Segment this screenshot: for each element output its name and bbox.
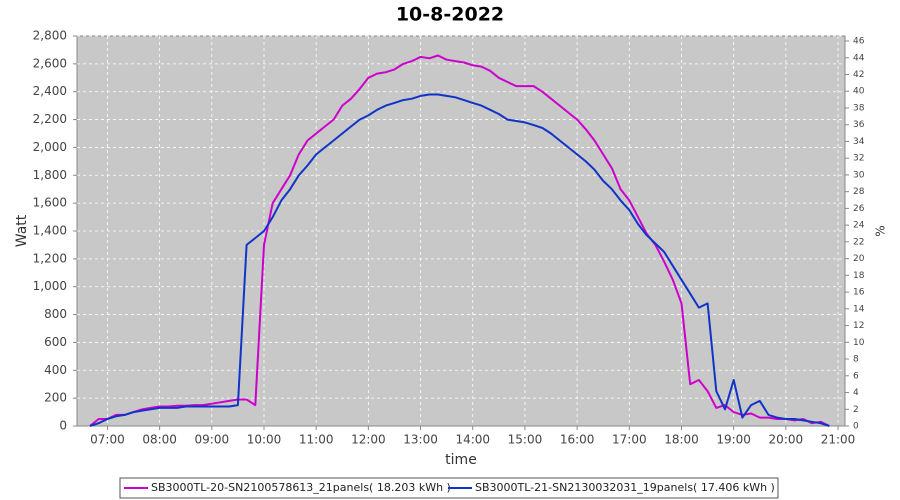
- y-tick-label: 2,200: [33, 112, 67, 126]
- y2-tick-label: 0: [853, 422, 859, 432]
- legend-label: SB3000TL-21-SN2130032031_19panels( 17.40…: [475, 481, 775, 494]
- y2-tick-label: 38: [853, 103, 865, 113]
- x-tick-label: 14:00: [455, 433, 490, 447]
- y-tick-label: 2,000: [33, 140, 67, 154]
- y2-tick-label: 10: [853, 338, 865, 348]
- x-axis-label: time: [445, 452, 477, 468]
- y2-tick-label: 44: [853, 53, 865, 63]
- y2-tick-label: 36: [853, 120, 865, 130]
- y2-tick-label: 22: [853, 237, 864, 247]
- y2-tick-label: 16: [853, 288, 865, 298]
- y2-tick-label: 34: [853, 137, 865, 147]
- y2-tick-label: 30: [853, 170, 865, 180]
- y-tick-label: 1,200: [33, 251, 67, 265]
- x-tick-label: 10:00: [247, 433, 282, 447]
- x-tick-label: 08:00: [142, 433, 177, 447]
- y2-tick-label: 46: [853, 37, 865, 47]
- x-tick-label: 17:00: [612, 433, 647, 447]
- y-axis-label: Watt: [14, 214, 30, 247]
- x-tick-label: 07:00: [90, 433, 125, 447]
- chart-title: 10-8-2022: [396, 4, 504, 26]
- x-tick-label: 13:00: [403, 433, 438, 447]
- x-tick-label: 09:00: [195, 433, 230, 447]
- y2-tick-label: 6: [853, 371, 859, 381]
- y2-tick-label: 14: [853, 304, 865, 314]
- y-tick-label: 800: [44, 307, 67, 321]
- x-tick-label: 11:00: [299, 433, 334, 447]
- y-tick-label: 2,400: [33, 84, 67, 98]
- y2-tick-label: 32: [853, 154, 864, 164]
- x-tick-label: 20:00: [769, 433, 804, 447]
- y-tick-label: 1,600: [33, 196, 67, 210]
- x-tick-label: 16:00: [560, 433, 595, 447]
- legend-label: SB3000TL-20-SN2100578613_21panels( 18.20…: [151, 481, 451, 494]
- y2-tick-label: 24: [853, 221, 865, 231]
- y-tick-label: 1,000: [33, 279, 67, 293]
- y-tick-label: 0: [59, 419, 67, 433]
- x-tick-label: 15:00: [508, 433, 543, 447]
- x-tick-label: 18:00: [664, 433, 699, 447]
- y2-tick-label: 2: [853, 405, 859, 415]
- y-tick-label: 600: [44, 335, 67, 349]
- y-tick-label: 1,400: [33, 224, 67, 238]
- y-tick-label: 200: [44, 391, 67, 405]
- x-tick-label: 21:00: [821, 433, 856, 447]
- series-line: [89, 54, 830, 427]
- x-tick-label: 19:00: [716, 433, 751, 447]
- series-line: [89, 93, 830, 427]
- y2-tick-label: 18: [853, 271, 865, 281]
- y2-tick-label: 26: [853, 204, 865, 214]
- y-tick-label: 1,800: [33, 168, 67, 182]
- y2-tick-label: 4: [853, 388, 859, 398]
- y2-axis-label: %: [874, 225, 888, 236]
- y2-tick-label: 42: [853, 70, 864, 80]
- y2-tick-label: 20: [853, 254, 865, 264]
- y2-tick-label: 28: [853, 187, 865, 197]
- y2-tick-label: 8: [853, 355, 859, 365]
- x-tick-label: 12:00: [351, 433, 386, 447]
- y-tick-label: 400: [44, 363, 67, 377]
- y-tick-label: 2,600: [33, 56, 67, 70]
- y2-tick-label: 40: [853, 87, 865, 97]
- y2-tick-label: 12: [853, 321, 864, 331]
- y-tick-label: 2,800: [33, 29, 67, 43]
